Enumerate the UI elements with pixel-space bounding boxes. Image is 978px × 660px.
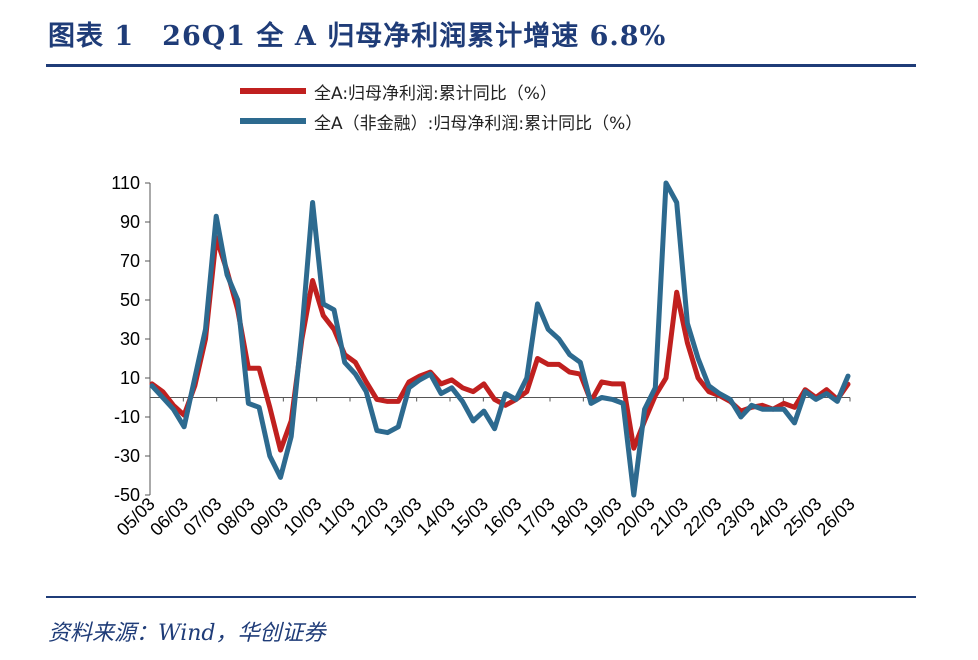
legend-swatch-blue — [240, 118, 306, 124]
legend: 全A:归母净利润:累计同比（%） 全A（非金融）:归母净利润:累计同比（%） — [240, 76, 642, 136]
y-tick-label: 50 — [120, 290, 140, 310]
y-tick-label: -50 — [114, 485, 140, 505]
x-tick-label: 13/03 — [380, 494, 426, 540]
footer-divider — [46, 596, 916, 598]
x-tick-label: 17/03 — [513, 494, 559, 540]
x-tick-label: 20/03 — [613, 494, 659, 540]
legend-label-total: 全A:归母净利润:累计同比（%） — [314, 83, 557, 104]
x-tick-label: 25/03 — [780, 494, 826, 540]
x-tick-label: 16/03 — [480, 494, 526, 540]
y-tick-label: 30 — [120, 329, 140, 349]
x-tick-label: 15/03 — [446, 494, 492, 540]
legend-swatch-red — [240, 88, 306, 94]
x-tick-label: 22/03 — [680, 494, 726, 540]
y-tick-label: 10 — [120, 368, 140, 388]
x-tick-label: 24/03 — [746, 494, 792, 540]
x-tick-label: 18/03 — [546, 494, 592, 540]
x-tick-label: 08/03 — [213, 494, 259, 540]
title-divider — [46, 64, 916, 67]
series-line-nonfinancial — [149, 180, 851, 498]
y-tick-label: -10 — [114, 407, 140, 427]
x-tick-label: 06/03 — [146, 494, 192, 540]
x-tick-label: 09/03 — [246, 494, 292, 540]
page-title: 图表 1 26Q1 全 A 归母净利润累计增速 6.8% — [48, 21, 667, 52]
x-tick-label: 12/03 — [346, 494, 392, 540]
source-note: 资料来源：Wind，华创证券 — [48, 621, 326, 646]
line-chart: 1109070503010-10-30-5005/0306/0307/0308/… — [111, 173, 859, 540]
y-tick-label: -30 — [114, 446, 140, 466]
y-tick-label: 90 — [120, 212, 140, 232]
x-tick-label: 21/03 — [646, 494, 692, 540]
x-tick-label: 10/03 — [280, 494, 326, 540]
x-tick-label: 19/03 — [580, 494, 626, 540]
x-tick-label: 07/03 — [180, 494, 226, 540]
x-tick-label: 14/03 — [413, 494, 459, 540]
y-tick-label: 110 — [111, 173, 140, 193]
x-tick-label: 23/03 — [713, 494, 759, 540]
legend-item-nonfinancial: 全A（非金融）:归母净利润:累计同比（%） — [240, 106, 642, 136]
y-tick-label: 70 — [120, 251, 140, 271]
x-tick-label: 26/03 — [813, 494, 859, 540]
legend-label-nonfinancial: 全A（非金融）:归母净利润:累计同比（%） — [314, 113, 643, 134]
legend-item-total: 全A:归母净利润:累计同比（%） — [240, 76, 642, 106]
